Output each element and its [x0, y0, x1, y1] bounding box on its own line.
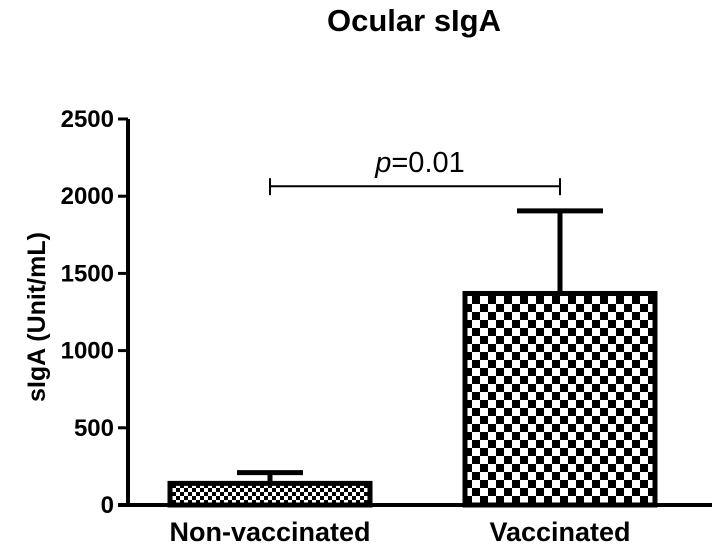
y-tick-label: 2500: [61, 106, 114, 133]
y-tick-label: 1500: [61, 260, 114, 287]
y-axis-ticks: 0 500 1000 1500 2000 2500: [61, 106, 128, 519]
p-value-text: =0.01: [391, 147, 464, 179]
bar-non-vaccinated: [167, 480, 373, 508]
p-value-annotation: p=0.01: [374, 147, 465, 179]
y-tick-label: 2000: [61, 183, 114, 210]
x-axis-labels: Non-vaccinated Vaccinated: [169, 517, 630, 547]
y-tick-label: 1000: [61, 338, 114, 365]
significance-annotation: p=0.01: [269, 147, 561, 196]
x-category-label: Non-vaccinated: [169, 517, 370, 547]
y-tick-label: 0: [101, 492, 114, 519]
y-axis-label: sIgA (Unit/mL): [23, 232, 51, 402]
x-category-label: Vaccinated: [489, 517, 630, 547]
y-tick-label: 500: [74, 415, 114, 442]
bar-vaccinated: [462, 290, 658, 508]
p-symbol: p: [374, 147, 391, 179]
bars-group: [118, 208, 712, 508]
chart-title: Ocular sIgA: [327, 3, 501, 38]
